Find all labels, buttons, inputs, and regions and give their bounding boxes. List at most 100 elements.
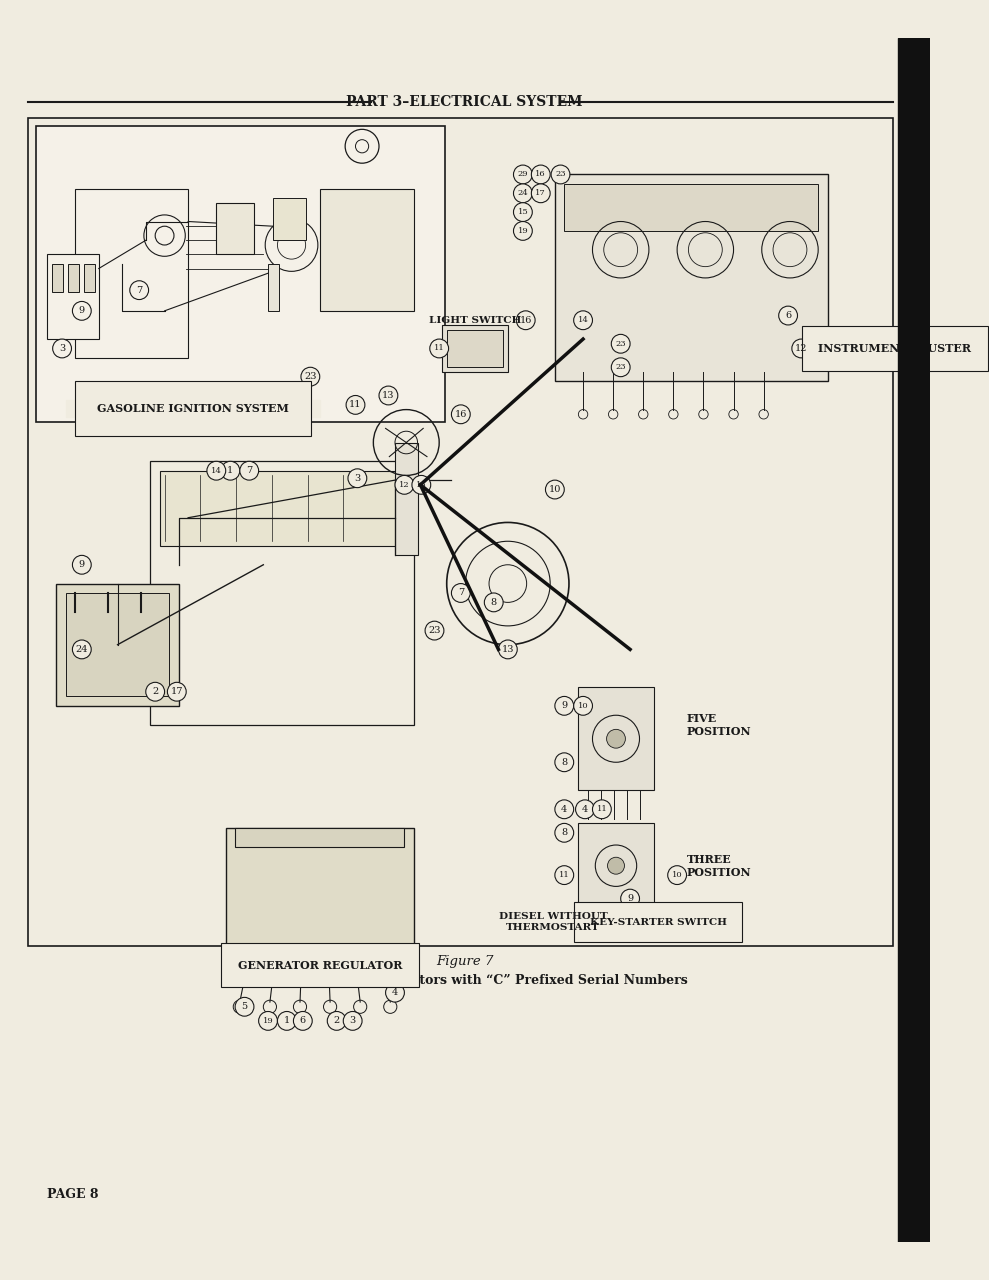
Text: 24: 24: [75, 645, 88, 654]
Text: 14: 14: [578, 316, 588, 324]
Text: INSTRUMENT CLUSTER: INSTRUMENT CLUSTER: [818, 343, 971, 355]
Circle shape: [592, 800, 611, 819]
Bar: [579, 823, 654, 908]
Circle shape: [343, 1011, 362, 1030]
Circle shape: [576, 800, 594, 819]
Text: Figure 7: Figure 7: [436, 955, 494, 968]
Text: 3: 3: [59, 344, 65, 353]
Circle shape: [555, 696, 574, 716]
Circle shape: [607, 858, 624, 874]
Text: PAGE 8: PAGE 8: [47, 1188, 99, 1202]
Text: 4: 4: [582, 805, 588, 814]
Circle shape: [611, 334, 630, 353]
Text: 9: 9: [79, 306, 85, 315]
Bar: [47, 255, 99, 339]
Text: 2: 2: [333, 1016, 340, 1025]
Circle shape: [621, 890, 640, 908]
Text: 12: 12: [400, 481, 409, 489]
Text: 11: 11: [434, 344, 445, 352]
Circle shape: [531, 184, 550, 202]
Bar: [442, 325, 507, 372]
Bar: [66, 401, 319, 417]
Text: 7: 7: [246, 466, 252, 475]
Circle shape: [516, 311, 535, 330]
Circle shape: [294, 1011, 313, 1030]
Text: 12: 12: [795, 344, 807, 353]
Bar: [273, 198, 306, 241]
Circle shape: [555, 823, 574, 842]
Bar: [217, 202, 254, 255]
Circle shape: [207, 461, 225, 480]
Text: 14: 14: [211, 467, 222, 475]
Circle shape: [574, 311, 592, 330]
Circle shape: [221, 461, 239, 480]
Text: 17: 17: [535, 189, 546, 197]
Text: 24: 24: [517, 189, 528, 197]
Text: 9: 9: [627, 895, 633, 904]
Text: 5: 5: [241, 1002, 247, 1011]
Circle shape: [425, 621, 444, 640]
Text: 23: 23: [555, 170, 566, 178]
Bar: [51, 264, 63, 292]
Text: 9: 9: [561, 701, 568, 710]
Text: 9: 9: [79, 561, 85, 570]
Bar: [66, 593, 169, 696]
Text: 3: 3: [354, 474, 361, 483]
Circle shape: [574, 696, 592, 716]
Bar: [898, 38, 930, 1242]
Circle shape: [72, 640, 91, 659]
Bar: [235, 828, 405, 847]
Text: LIGHT SWITCH: LIGHT SWITCH: [429, 316, 521, 325]
Circle shape: [485, 593, 503, 612]
Bar: [225, 828, 413, 950]
Circle shape: [451, 404, 470, 424]
Text: 7: 7: [136, 285, 142, 294]
Text: THREE
POSITION: THREE POSITION: [686, 854, 752, 878]
Circle shape: [411, 475, 431, 494]
Circle shape: [551, 165, 570, 184]
Text: PART 3–ELECTRICAL SYSTEM: PART 3–ELECTRICAL SYSTEM: [346, 95, 583, 109]
Text: 17: 17: [170, 687, 183, 696]
Text: 15: 15: [416, 481, 426, 489]
Text: 4: 4: [392, 988, 399, 997]
Text: 19: 19: [263, 1016, 273, 1025]
Text: 29: 29: [517, 170, 528, 178]
Text: 11: 11: [596, 805, 607, 813]
Circle shape: [379, 387, 398, 404]
Text: 10: 10: [672, 872, 682, 879]
Text: 1: 1: [227, 466, 233, 475]
Text: 16: 16: [535, 170, 546, 178]
Circle shape: [72, 556, 91, 575]
Circle shape: [301, 367, 319, 387]
Bar: [268, 264, 279, 311]
Text: 16: 16: [455, 410, 467, 419]
Text: 23: 23: [615, 364, 626, 371]
Text: 3: 3: [349, 1016, 356, 1025]
Text: GENERATOR REGULATOR: GENERATOR REGULATOR: [237, 960, 402, 970]
Text: 11: 11: [559, 872, 570, 879]
Bar: [555, 174, 828, 381]
Circle shape: [395, 475, 413, 494]
Text: 8: 8: [561, 828, 568, 837]
Text: DIESEL WITHOUT
THERMOSTART: DIESEL WITHOUT THERMOSTART: [498, 913, 607, 932]
Text: 6: 6: [300, 1016, 306, 1025]
Circle shape: [546, 480, 565, 499]
Circle shape: [235, 997, 254, 1016]
Circle shape: [72, 301, 91, 320]
Bar: [84, 264, 95, 292]
Text: FIVE
POSITION: FIVE POSITION: [686, 713, 752, 736]
Circle shape: [278, 1011, 297, 1030]
Circle shape: [513, 202, 532, 221]
Circle shape: [668, 865, 686, 884]
Circle shape: [52, 339, 71, 358]
Circle shape: [555, 753, 574, 772]
Bar: [579, 687, 654, 791]
Text: 1: 1: [284, 1016, 290, 1025]
Circle shape: [792, 339, 811, 358]
Bar: [565, 184, 818, 230]
Circle shape: [348, 468, 367, 488]
Text: 16: 16: [519, 316, 532, 325]
Circle shape: [327, 1011, 346, 1030]
Bar: [447, 330, 503, 367]
Circle shape: [513, 184, 532, 202]
